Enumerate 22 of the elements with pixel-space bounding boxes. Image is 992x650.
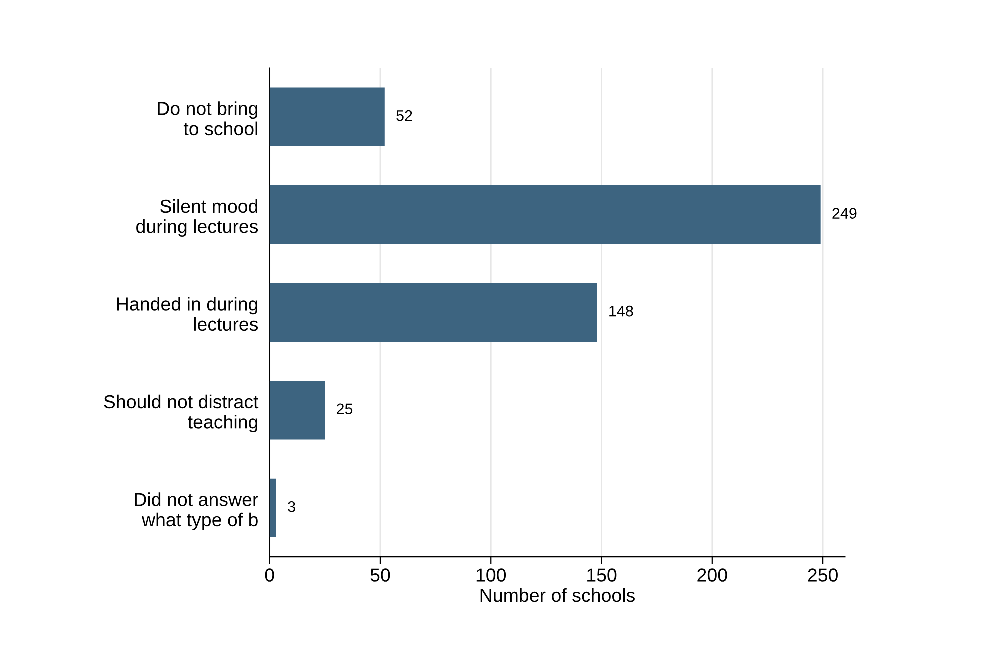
y-tick-label: Should not distract teaching xyxy=(104,394,259,433)
bar xyxy=(270,381,326,440)
x-tick-label: 0 xyxy=(265,568,274,582)
y-tick-label: Handed in during lectures xyxy=(117,297,258,332)
x-tick-label: 200 xyxy=(698,568,728,582)
data-label: 52 xyxy=(396,110,412,122)
y-tick-label: Silent mood during lectures xyxy=(136,199,258,238)
y-tick-label: Do not bring to school xyxy=(158,102,258,136)
x-tick-label: 150 xyxy=(588,568,617,582)
data-label: 3 xyxy=(288,501,296,512)
x-axis-title: Number of schools xyxy=(480,588,635,602)
y-tick-label: Did not answer what type of b xyxy=(135,492,258,530)
data-label: 249 xyxy=(832,208,857,219)
x-tick-label: 50 xyxy=(370,568,390,582)
data-label: 148 xyxy=(610,306,634,317)
data-label: 25 xyxy=(337,404,353,415)
bar xyxy=(270,478,276,538)
x-tick-label: 100 xyxy=(476,568,506,582)
x-tick-label: 250 xyxy=(808,568,838,582)
bar xyxy=(270,186,821,244)
bar xyxy=(270,283,598,342)
bar xyxy=(270,88,385,146)
